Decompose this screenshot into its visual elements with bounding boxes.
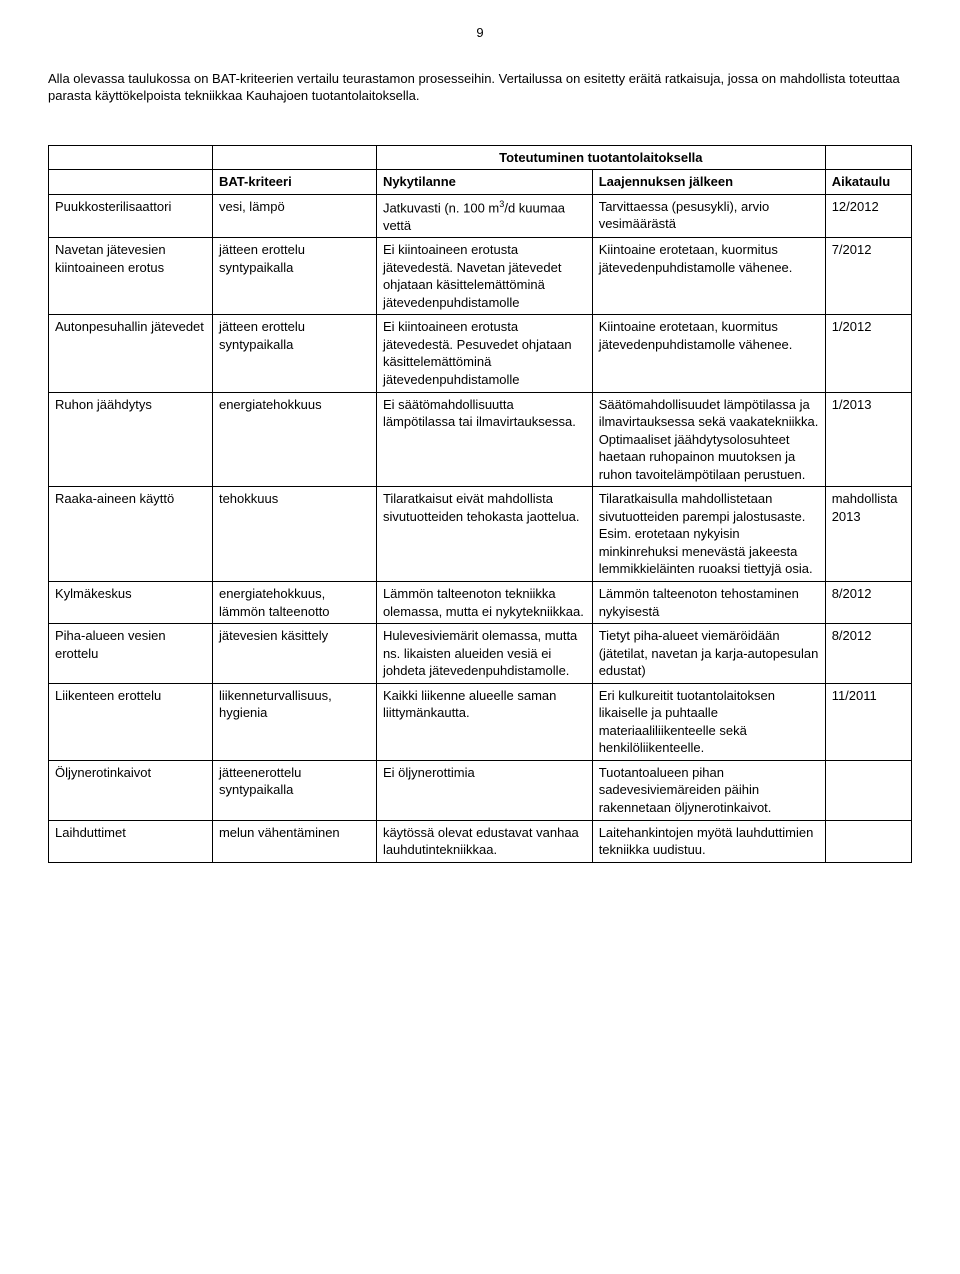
header-blank-3 <box>825 145 911 170</box>
cell-schedule <box>825 820 911 862</box>
cell-criteria: jätevesien käsittely <box>212 624 376 684</box>
cell-current: Hulevesiviemärit olemassa, mutta ns. lik… <box>376 624 592 684</box>
bat-criteria-table: Toteutuminen tuotantolaitoksella BAT-kri… <box>48 145 912 863</box>
cell-after: Eri kulkureitit tuotantolaitoksen likais… <box>592 683 825 760</box>
cell-feature: Öljynerotinkaivot <box>49 760 213 820</box>
cell-feature: Autonpesuhallin jätevedet <box>49 315 213 392</box>
table-row: Piha-alueen vesien erottelujätevesien kä… <box>49 624 912 684</box>
cell-criteria: energiatehokkuus <box>212 392 376 487</box>
cell-criteria: energiatehokkuus, lämmön talteenotto <box>212 582 376 624</box>
cell-current: Tilaratkaisut eivät mahdollista sivutuot… <box>376 487 592 582</box>
header-blank-1 <box>49 145 213 170</box>
cell-criteria: vesi, lämpö <box>212 194 376 237</box>
cell-after: Tilaratkaisulla mahdollistetaan sivutuot… <box>592 487 825 582</box>
cell-feature: Puukkosterilisaattori <box>49 194 213 237</box>
cell-feature: Piha-alueen vesien erottelu <box>49 624 213 684</box>
cell-criteria: jätteen erottelu syntypaikalla <box>212 238 376 315</box>
cell-feature: Navetan jätevesien kiintoaineen erotus <box>49 238 213 315</box>
col-label-current: Nykytilanne <box>376 170 592 195</box>
header-merged: Toteutuminen tuotantolaitoksella <box>376 145 825 170</box>
cell-schedule: 1/2013 <box>825 392 911 487</box>
cell-after: Kiintoaine erotetaan, kuormitus jätevede… <box>592 315 825 392</box>
col-label-after: Laajennuksen jälkeen <box>592 170 825 195</box>
cell-current: Ei öljynerottimia <box>376 760 592 820</box>
cell-schedule: 8/2012 <box>825 624 911 684</box>
cell-criteria: liikenneturvallisuus, hygienia <box>212 683 376 760</box>
col-label-feature <box>49 170 213 195</box>
cell-feature: Kylmäkeskus <box>49 582 213 624</box>
cell-criteria: melun vähentäminen <box>212 820 376 862</box>
cell-feature: Laihduttimet <box>49 820 213 862</box>
cell-schedule: mahdollista 2013 <box>825 487 911 582</box>
cell-after: Lämmön talteenoton tehostaminen nykyises… <box>592 582 825 624</box>
table-row: Kylmäkeskusenergiatehokkuus, lämmön talt… <box>49 582 912 624</box>
cell-current: Ei kiintoaineen erotusta jätevedestä. Pe… <box>376 315 592 392</box>
cell-feature: Liikenteen erottelu <box>49 683 213 760</box>
cell-current: Jatkuvasti (n. 100 m3/d kuumaa vettä <box>376 194 592 237</box>
table-row: Navetan jätevesien kiintoaineen erotusjä… <box>49 238 912 315</box>
cell-current: käytössä olevat edustavat vanhaa lauhdut… <box>376 820 592 862</box>
header-blank-2 <box>212 145 376 170</box>
cell-after: Tarvittaessa (pesusykli), arvio vesimäär… <box>592 194 825 237</box>
cell-current: Ei säätömahdollisuutta lämpötilassa tai … <box>376 392 592 487</box>
cell-current: Kaikki liikenne alueelle saman liittymän… <box>376 683 592 760</box>
table-row: Autonpesuhallin jätevedetjätteen erottel… <box>49 315 912 392</box>
cell-feature: Ruhon jäähdytys <box>49 392 213 487</box>
cell-criteria: jätteenerottelu syntypaikalla <box>212 760 376 820</box>
page-number: 9 <box>48 24 912 42</box>
cell-feature: Raaka-aineen käyttö <box>49 487 213 582</box>
cell-after: Laitehankintojen myötä lauhduttimien tek… <box>592 820 825 862</box>
table-row: Ruhon jäähdytysenergiatehokkuusEi säätöm… <box>49 392 912 487</box>
col-label-schedule: Aikataulu <box>825 170 911 195</box>
cell-after: Säätömahdollisuudet lämpötilassa ja ilma… <box>592 392 825 487</box>
table-row: Liikenteen erotteluliikenneturvallisuus,… <box>49 683 912 760</box>
table-header-row-1: Toteutuminen tuotantolaitoksella <box>49 145 912 170</box>
table-row: Öljynerotinkaivotjätteenerottelu syntypa… <box>49 760 912 820</box>
cell-schedule: 11/2011 <box>825 683 911 760</box>
cell-schedule: 8/2012 <box>825 582 911 624</box>
cell-current: Ei kiintoaineen erotusta jätevedestä. Na… <box>376 238 592 315</box>
intro-paragraph: Alla olevassa taulukossa on BAT-kriteeri… <box>48 70 912 105</box>
cell-schedule <box>825 760 911 820</box>
cell-current: Lämmön talteenoton tekniikka olemassa, m… <box>376 582 592 624</box>
cell-after: Kiintoaine erotetaan, kuormitus jätevede… <box>592 238 825 315</box>
cell-criteria: jätteen erottelu syntypaikalla <box>212 315 376 392</box>
cell-criteria: tehokkuus <box>212 487 376 582</box>
cell-after: Tietyt piha-alueet viemäröidään (jätetil… <box>592 624 825 684</box>
cell-after: Tuotantoalueen pihan sadevesiviemäreiden… <box>592 760 825 820</box>
cell-schedule: 12/2012 <box>825 194 911 237</box>
cell-schedule: 7/2012 <box>825 238 911 315</box>
table-row: Puukkosterilisaattorivesi, lämpöJatkuvas… <box>49 194 912 237</box>
table-row: Laihduttimetmelun vähentäminenkäytössä o… <box>49 820 912 862</box>
col-label-criteria: BAT-kriteeri <box>212 170 376 195</box>
table-row: Raaka-aineen käyttötehokkuusTilaratkaisu… <box>49 487 912 582</box>
cell-schedule: 1/2012 <box>825 315 911 392</box>
table-header-row-2: BAT-kriteeri Nykytilanne Laajennuksen jä… <box>49 170 912 195</box>
